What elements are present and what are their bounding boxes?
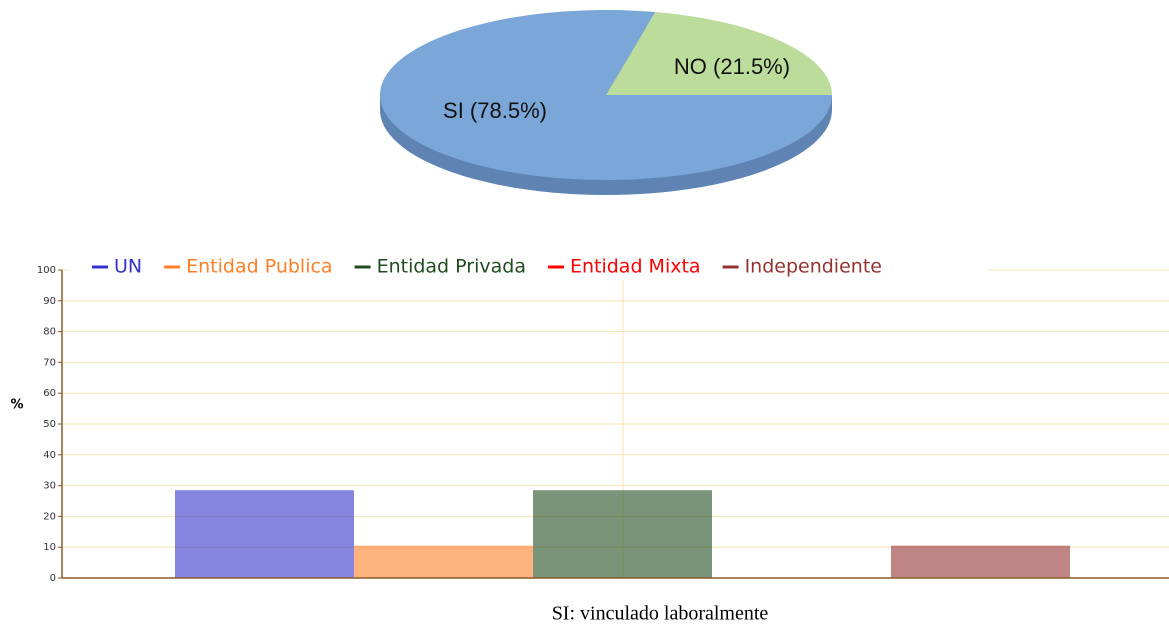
y-tick-label: 100 (37, 265, 56, 276)
y-tick-label: 70 (43, 357, 56, 368)
pie-slice (606, 12, 832, 96)
y-tick-label: 90 (43, 296, 56, 307)
y-tick-label: 0 (50, 573, 56, 584)
pie-slice (380, 10, 833, 181)
y-tick-label: 80 (43, 327, 56, 338)
y-tick-label: 60 (43, 388, 56, 399)
bar (354, 545, 533, 578)
y-tick-label: 40 (43, 450, 56, 461)
y-tick-label: 30 (43, 481, 56, 492)
bar (891, 545, 1070, 578)
legend-label: Independiente (745, 256, 882, 278)
legend-bg (70, 252, 988, 280)
y-tick-label: 20 (43, 511, 56, 522)
y-tick-label: 10 (43, 542, 56, 553)
caption: SI: vinculado laboralmente (552, 603, 769, 625)
bar (175, 490, 354, 578)
slice-label: NO (21.5%) (674, 54, 790, 79)
y-tick-label: 50 (43, 419, 56, 430)
bar (533, 490, 712, 578)
legend-label: Entidad Mixta (570, 256, 701, 278)
legend-label: Entidad Privada (377, 256, 526, 278)
legend-label: UN (114, 256, 142, 278)
y-axis-label: % (10, 398, 23, 413)
legend-label: Entidad Publica (186, 256, 332, 278)
slice-label: SI (78.5%) (443, 98, 547, 123)
